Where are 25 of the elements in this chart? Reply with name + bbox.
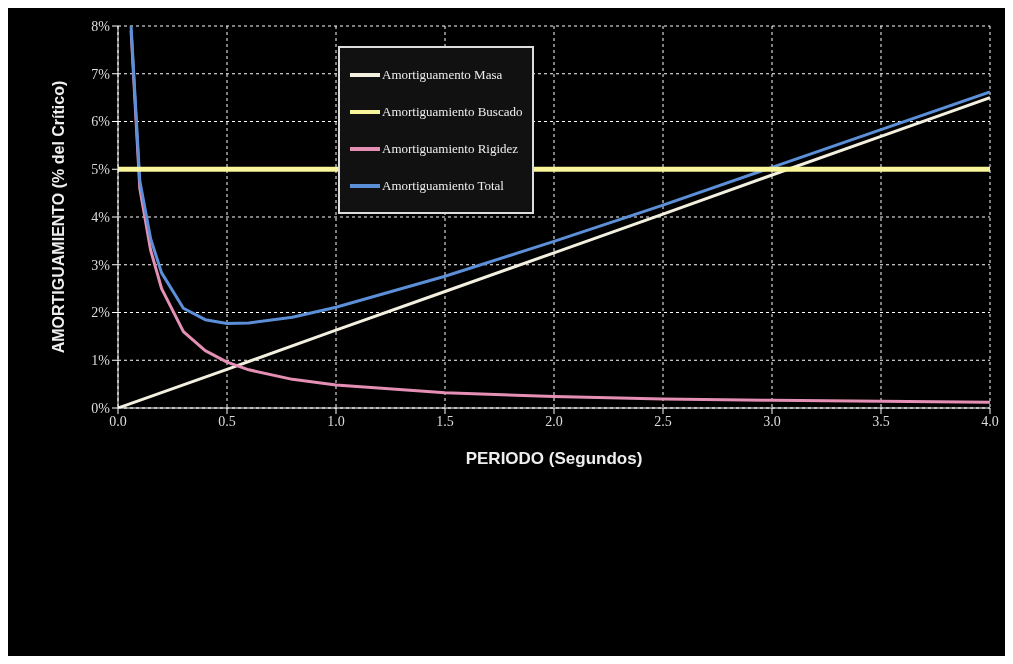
y-tick-label: 1%: [91, 353, 111, 369]
x-tick-label: 2.5: [654, 413, 672, 429]
y-tick-label: 3%: [91, 257, 111, 273]
legend-label: Amortiguamento Masa: [382, 66, 503, 83]
legend-label: Amortiguamiento Rigidez: [382, 140, 519, 157]
legend-label: Amortiguamiento Buscado: [382, 103, 523, 120]
x-axis-title: PERIODO (Segundos): [465, 449, 643, 468]
x-tick-label: 4.0: [981, 413, 999, 429]
x-tick-label: 0.5: [218, 413, 236, 429]
y-tick-label: 7%: [91, 66, 111, 82]
line-series: [129, 26, 990, 325]
y-tick-label: 2%: [91, 305, 111, 321]
y-tick-label: 4%: [91, 209, 111, 225]
x-tick-label: 3.0: [763, 413, 781, 429]
legend-label: Amortiguamiento Total: [382, 177, 504, 194]
y-tick-label: 6%: [91, 114, 111, 130]
x-tick-label: 3.5: [872, 413, 890, 429]
y-tick-label: 5%: [91, 162, 111, 178]
y-tick-label: 8%: [91, 18, 111, 34]
x-tick-label: 0.0: [109, 413, 127, 429]
x-tick-label: 2.0: [545, 413, 563, 429]
x-tick-label: 1.5: [436, 413, 454, 429]
x-tick-label: 1.0: [327, 413, 345, 429]
y-tick-label: 0%: [91, 400, 111, 416]
y-axis-title: AMORTIGUAMIENTO (% del Crítico): [49, 80, 67, 354]
